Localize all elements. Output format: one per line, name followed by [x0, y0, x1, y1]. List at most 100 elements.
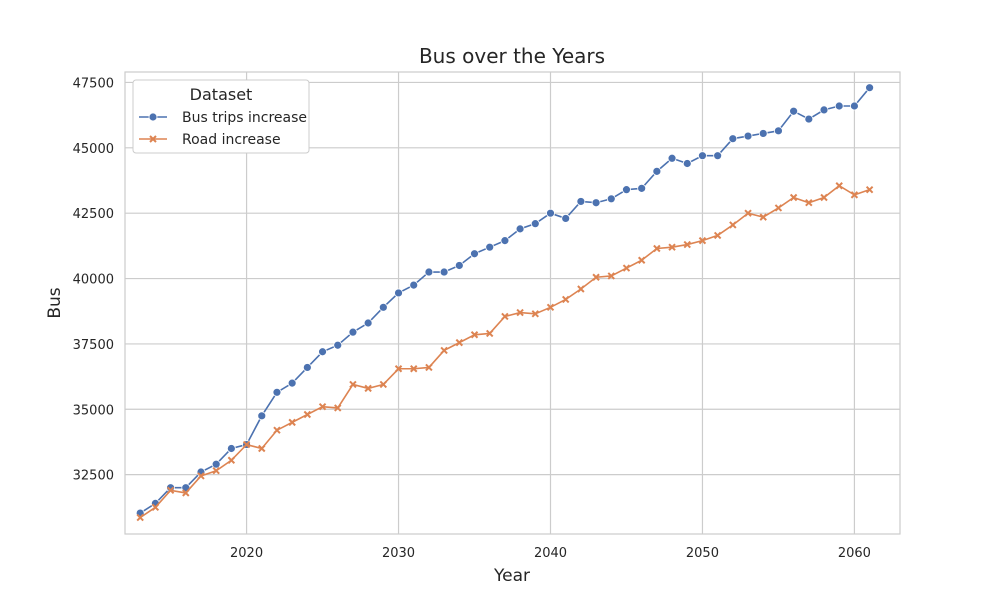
x-marker-stroke	[364, 384, 372, 393]
data-point	[774, 126, 783, 136]
x-marker-stroke	[577, 285, 585, 293]
x-tick-label: 2060	[838, 546, 871, 561]
data-point	[470, 331, 479, 339]
x-marker-stroke	[485, 329, 494, 338]
series-layer	[135, 83, 875, 522]
data-point	[561, 214, 571, 223]
x-marker-stroke	[683, 240, 691, 249]
x-marker-stroke	[425, 363, 433, 372]
data-point	[455, 338, 464, 347]
x-marker-stroke	[273, 426, 281, 434]
y-tick-label: 32500	[73, 469, 114, 484]
x-marker-stroke	[227, 456, 236, 464]
x-tick-label: 2020	[230, 546, 263, 561]
data-point	[515, 224, 525, 234]
y-tick-label: 42500	[73, 207, 114, 222]
data-point	[577, 285, 585, 293]
data-point	[729, 221, 737, 229]
data-point	[622, 264, 631, 272]
data-point	[865, 185, 874, 194]
data-point	[211, 459, 221, 469]
x-marker-stroke	[303, 410, 312, 419]
data-point	[606, 194, 616, 204]
data-point	[789, 193, 798, 202]
x-marker-stroke	[865, 185, 874, 194]
x-marker-stroke	[151, 503, 160, 512]
data-point	[226, 444, 236, 453]
data-point	[576, 197, 586, 206]
data-point	[546, 208, 555, 218]
data-point	[258, 444, 266, 453]
data-point	[349, 380, 357, 389]
data-point	[637, 256, 646, 264]
y-tick-label: 40000	[73, 273, 114, 288]
y-axis-title: Bus	[45, 287, 65, 318]
data-point	[819, 105, 829, 115]
data-point	[607, 272, 615, 280]
data-point	[759, 213, 767, 221]
data-point	[698, 151, 707, 161]
data-point	[485, 242, 495, 252]
x-marker-stroke	[729, 221, 737, 229]
data-point	[683, 240, 691, 249]
x-tick-labels: 2020 2030 2040 2050 2060	[230, 546, 871, 561]
series-road-increase	[136, 182, 874, 522]
legend-label: Road increase	[182, 132, 281, 148]
x-marker-stroke	[410, 365, 418, 373]
data-point	[272, 387, 282, 397]
data-point	[652, 166, 662, 176]
x-marker-stroke	[197, 472, 205, 480]
x-tick-label: 2030	[382, 546, 415, 561]
x-marker-stroke	[440, 346, 448, 355]
x-marker-stroke	[182, 489, 190, 497]
data-point	[653, 244, 661, 253]
data-point	[667, 153, 677, 163]
x-marker-stroke	[516, 308, 524, 317]
x-tick-label: 2040	[534, 546, 567, 561]
data-point	[622, 185, 631, 195]
data-point	[425, 363, 433, 372]
x-marker-stroke	[318, 402, 327, 411]
data-point	[500, 236, 510, 246]
data-point	[713, 231, 722, 240]
x-marker-stroke	[379, 380, 388, 389]
legend-label: Bus trips increase	[182, 110, 307, 126]
x-marker-stroke	[744, 209, 752, 217]
x-marker-stroke	[470, 331, 479, 339]
data-point	[378, 302, 388, 312]
x-marker-stroke	[258, 444, 266, 453]
x-marker-stroke	[653, 244, 661, 253]
data-point	[834, 101, 844, 111]
data-point	[318, 347, 327, 357]
x-marker-stroke	[820, 193, 828, 202]
series-bus-trips-increase	[135, 83, 875, 518]
data-point	[363, 318, 373, 328]
data-point	[728, 134, 738, 144]
x-marker-stroke	[850, 191, 859, 199]
data-point	[257, 411, 267, 421]
y-tick-label: 47500	[73, 76, 114, 91]
legend-box	[132, 79, 310, 154]
data-point	[288, 418, 296, 427]
x-marker-stroke	[637, 256, 646, 264]
x-marker-stroke	[698, 236, 707, 245]
x-marker-stroke	[546, 303, 555, 312]
data-point	[743, 131, 753, 141]
y-tick-label: 45000	[73, 142, 114, 157]
data-point	[151, 503, 160, 512]
data-point	[348, 327, 358, 337]
data-point	[182, 489, 190, 497]
y-tick-label: 35000	[73, 403, 114, 418]
data-point	[287, 378, 297, 388]
legend-marker	[149, 135, 157, 143]
data-point	[850, 101, 859, 111]
x-marker-stroke	[607, 272, 615, 280]
data-point	[212, 467, 220, 475]
data-point	[591, 198, 601, 208]
x-marker-stroke	[805, 199, 813, 207]
data-point	[227, 456, 236, 464]
data-point	[302, 363, 312, 372]
x-marker-stroke	[149, 135, 157, 143]
data-point	[242, 440, 251, 449]
